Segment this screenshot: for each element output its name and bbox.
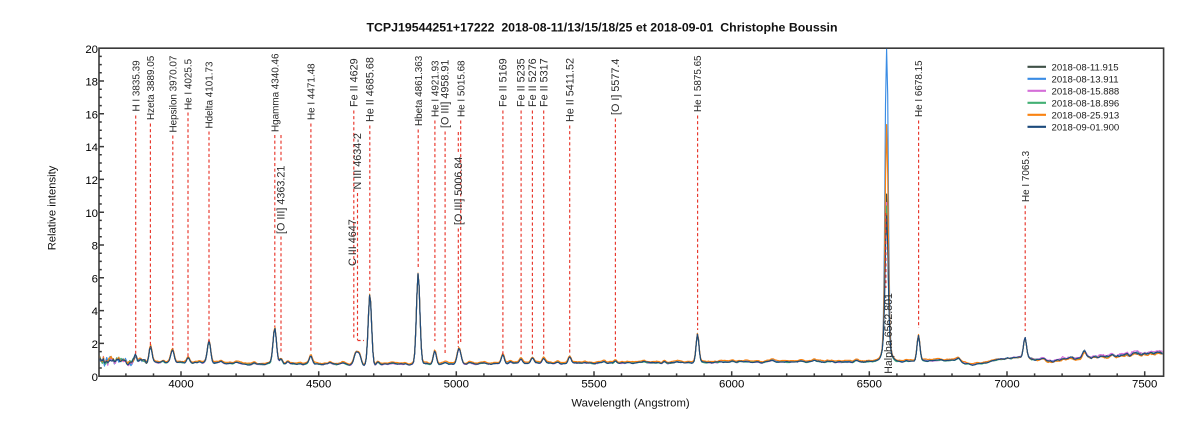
svg-text:8: 8 — [92, 241, 98, 253]
svg-text:20: 20 — [85, 44, 98, 56]
svg-text:2018-09-01.900: 2018-09-01.900 — [1052, 122, 1120, 133]
svg-text:[O III] 4363.21: [O III] 4363.21 — [276, 166, 288, 234]
svg-text:18: 18 — [85, 77, 98, 89]
svg-text:He II 4685.68: He II 4685.68 — [364, 57, 376, 122]
svg-text:C III 4647: C III 4647 — [347, 219, 359, 266]
svg-text:He I 6678.15: He I 6678.15 — [914, 60, 925, 117]
svg-text:16: 16 — [85, 109, 98, 121]
svg-text:10: 10 — [85, 208, 98, 220]
svg-text:4500: 4500 — [306, 379, 331, 391]
svg-text:Hgamma 4340.46: Hgamma 4340.46 — [270, 53, 281, 132]
svg-text:Hepsilon 3970.07: Hepsilon 3970.07 — [168, 56, 179, 133]
svg-text:5000: 5000 — [444, 379, 469, 391]
svg-text:7000: 7000 — [994, 379, 1019, 391]
svg-text:2018-08-25.913: 2018-08-25.913 — [1052, 110, 1120, 121]
svg-text:He I 5875.65: He I 5875.65 — [693, 55, 704, 112]
svg-text:He I 5015.68: He I 5015.68 — [456, 60, 467, 117]
svg-text:12: 12 — [85, 175, 98, 187]
svg-text:2018-08-11.915: 2018-08-11.915 — [1052, 62, 1119, 73]
svg-text:6000: 6000 — [719, 379, 744, 391]
svg-text:N III 4634-2: N III 4634-2 — [352, 133, 364, 189]
svg-text:2018-08-15.888: 2018-08-15.888 — [1052, 86, 1120, 97]
svg-text:7500: 7500 — [1132, 379, 1157, 391]
svg-text:He I 4471.48: He I 4471.48 — [307, 63, 318, 120]
svg-text:Halpha 6562.801: Halpha 6562.801 — [883, 293, 895, 374]
svg-text:Fe II 4629: Fe II 4629 — [348, 58, 360, 107]
svg-text:Hdelta 4101.73: Hdelta 4101.73 — [205, 61, 216, 128]
svg-text:Fe II 5169: Fe II 5169 — [498, 58, 510, 107]
svg-text:He I 4921.93: He I 4921.93 — [431, 60, 442, 117]
svg-text:[O III] 4958.91: [O III] 4958.91 — [440, 60, 452, 128]
svg-text:Hbeta 4861.363: Hbeta 4861.363 — [414, 55, 425, 126]
svg-text:5500: 5500 — [581, 379, 606, 391]
svg-text:2: 2 — [92, 339, 98, 351]
svg-text:He I 4025.5: He I 4025.5 — [184, 58, 195, 110]
svg-text:Wavelength (Angstrom): Wavelength (Angstrom) — [571, 398, 689, 410]
svg-text:[O III] 5006.84: [O III] 5006.84 — [453, 157, 465, 225]
svg-text:Fe II 5276: Fe II 5276 — [527, 58, 539, 107]
svg-text:H I 3835.39: H I 3835.39 — [131, 60, 142, 112]
svg-text:4000: 4000 — [168, 379, 193, 391]
svg-text:14: 14 — [85, 142, 98, 154]
svg-text:Hzeta 3889.05: Hzeta 3889.05 — [146, 55, 157, 120]
svg-text:4: 4 — [92, 306, 98, 318]
svg-text:6500: 6500 — [857, 379, 882, 391]
svg-text:Fe II 5235: Fe II 5235 — [516, 58, 528, 107]
svg-text:2018-08-18.896: 2018-08-18.896 — [1052, 98, 1120, 109]
svg-text:2018-08-13.911: 2018-08-13.911 — [1052, 74, 1119, 85]
svg-text:He I 7065.3: He I 7065.3 — [1021, 150, 1032, 202]
svg-text:Fe II 5317: Fe II 5317 — [538, 58, 550, 107]
svg-text:TCPJ19544251+17222 2018-08-11: TCPJ19544251+17222 2018-08-11/13/15/18/2… — [366, 21, 837, 35]
svg-text:Relative intensity: Relative intensity — [47, 165, 59, 250]
svg-text:He II 5411.52: He II 5411.52 — [564, 58, 576, 122]
svg-text:6: 6 — [92, 273, 98, 285]
svg-text:0: 0 — [92, 372, 98, 384]
svg-text:[O I] 5577.4: [O I] 5577.4 — [610, 59, 622, 115]
